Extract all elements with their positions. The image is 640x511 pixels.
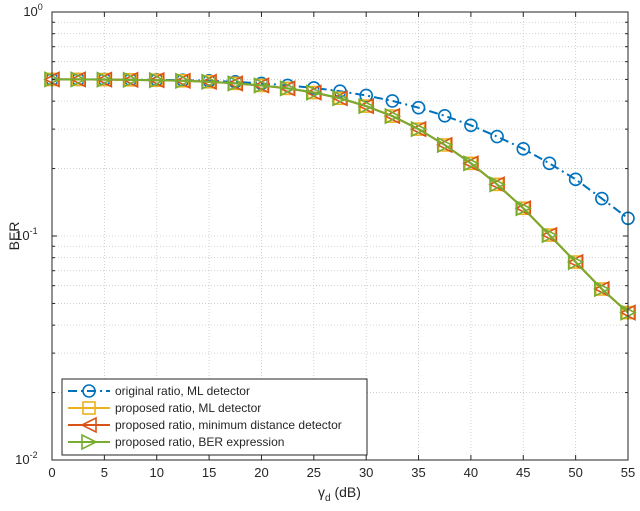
data-point bbox=[201, 73, 218, 91]
data-point bbox=[385, 94, 400, 108]
y-axis-label-text: BER bbox=[6, 222, 22, 251]
x-tick-label: 45 bbox=[516, 465, 530, 480]
data-point bbox=[279, 80, 297, 97]
data-point bbox=[227, 75, 245, 92]
legend: original ratio, ML detector proposed rati… bbox=[61, 378, 368, 456]
legend-marker bbox=[82, 384, 96, 398]
data-point bbox=[464, 118, 478, 133]
data-point bbox=[567, 253, 585, 271]
legend-label: proposed ratio, ML detector bbox=[115, 401, 261, 415]
y-tick-label: 100 bbox=[23, 2, 42, 19]
legend-marker bbox=[81, 433, 98, 451]
x-axis-label: γd (dB) bbox=[318, 484, 361, 504]
legend-label: proposed ratio, BER expression bbox=[115, 435, 284, 449]
data-point bbox=[384, 107, 402, 125]
data-point bbox=[490, 129, 504, 144]
legend-marker bbox=[82, 401, 96, 415]
legend-box bbox=[61, 378, 368, 456]
x-tick-label: 0 bbox=[48, 465, 55, 480]
data-point bbox=[489, 176, 506, 193]
data-point bbox=[122, 71, 140, 89]
data-point bbox=[437, 109, 452, 123]
y-tick-label: 10-1 bbox=[15, 226, 37, 243]
data-point bbox=[594, 280, 611, 298]
x-tick-label: 35 bbox=[411, 465, 425, 480]
legend-marker bbox=[80, 416, 97, 434]
data-point bbox=[358, 97, 375, 115]
x-axis-label-text: γd (dB) bbox=[318, 484, 361, 504]
legend-item: proposed ratio, minimum distance detecto… bbox=[68, 416, 342, 434]
x-tick-label: 20 bbox=[254, 465, 268, 480]
data-point bbox=[595, 191, 609, 206]
data-point bbox=[515, 199, 533, 217]
data-point bbox=[436, 136, 454, 154]
series-layer bbox=[43, 71, 637, 321]
data-point bbox=[253, 77, 271, 94]
legend-label: original ratio, ML detector bbox=[115, 384, 250, 398]
data-point bbox=[542, 156, 557, 171]
y-axis-label: BER bbox=[6, 222, 22, 251]
x-tick-label: 5 bbox=[101, 465, 108, 480]
grid bbox=[52, 12, 628, 460]
x-tick-label: 50 bbox=[568, 465, 582, 480]
legend-label: proposed ratio, minimum distance detecto… bbox=[115, 418, 342, 432]
x-tick-label: 10 bbox=[149, 465, 163, 480]
x-tick-label: 30 bbox=[359, 465, 373, 480]
y-tick-label: 10-2 bbox=[15, 450, 37, 467]
data-point bbox=[516, 142, 531, 156]
series-line bbox=[52, 78, 629, 314]
x-tick-label: 55 bbox=[621, 465, 635, 480]
data-point bbox=[411, 100, 426, 115]
data-point bbox=[410, 120, 428, 138]
x-tick-label: 25 bbox=[307, 465, 321, 480]
ticks: 0 5 10 15 20 25 30 35 40 45 50 55 10-2 10-1 100 bbox=[15, 2, 635, 480]
data-point bbox=[359, 88, 373, 103]
data-point bbox=[148, 71, 166, 89]
data-point bbox=[332, 89, 349, 107]
x-tick-label: 40 bbox=[464, 465, 478, 480]
x-tick-label: 15 bbox=[202, 465, 216, 480]
data-point bbox=[306, 84, 323, 101]
data-point bbox=[463, 155, 480, 172]
legend-item: proposed ratio, ML detector bbox=[68, 401, 261, 415]
legend-item: proposed ratio, BER expression bbox=[68, 433, 284, 451]
data-point bbox=[96, 71, 114, 88]
legend-item: original ratio, ML detector bbox=[68, 384, 250, 398]
series-4 bbox=[44, 71, 637, 321]
data-point bbox=[70, 71, 87, 88]
data-point bbox=[568, 172, 583, 187]
data-point bbox=[175, 72, 192, 90]
data-point bbox=[541, 226, 559, 244]
